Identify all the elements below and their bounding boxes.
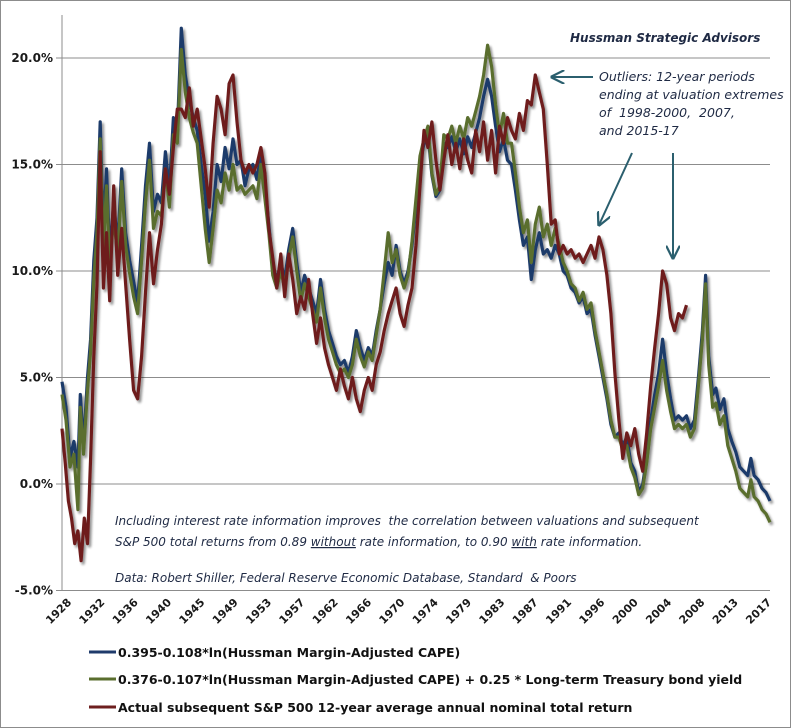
x-tick-label: 1987 <box>510 596 541 627</box>
correlation-annotation: Including interest rate information impr… <box>115 514 700 585</box>
x-tick-label: 1970 <box>377 596 408 627</box>
correlation-line-2: S&P 500 total returns from 0.89 without … <box>115 535 642 549</box>
legend-label-red: Actual subsequent S&P 500 12-year averag… <box>118 700 632 715</box>
x-tick-label: 1966 <box>343 596 374 627</box>
outliers-annotation: Outliers: 12-year periods ending at valu… <box>552 69 784 258</box>
correlation-line-2-a: S&P 500 total returns from 0.89 <box>115 535 311 549</box>
series-group <box>60 26 772 563</box>
legend-label-blue: 0.395-0.108*ln(Hussman Margin-Adjusted C… <box>118 645 460 660</box>
legend-item-red[interactable]: Actual subsequent S&P 500 12-year averag… <box>89 700 632 715</box>
x-tick-label: 1928 <box>43 596 74 627</box>
x-tick-label: 1996 <box>577 596 608 627</box>
x-tick-label: 1932 <box>77 596 108 627</box>
x-tick-label: 1983 <box>477 596 508 627</box>
x-tick-label: 1962 <box>310 596 341 627</box>
correlation-line-1: Including interest rate information impr… <box>115 514 700 528</box>
y-tick-label: 20.0% <box>11 51 53 65</box>
outliers-line-4: and 2015-17 <box>599 123 679 138</box>
legend-label-green: 0.376-0.107*ln(Hussman Margin-Adjusted C… <box>118 672 742 687</box>
x-tick-label: 2017 <box>743 596 774 627</box>
x-tick-label: 1949 <box>210 596 241 627</box>
x-tick-label: 1945 <box>177 596 208 627</box>
gridlines <box>56 57 770 591</box>
x-tick-label: 2008 <box>677 596 708 627</box>
outliers-line-1: Outliers: 12-year periods <box>599 69 755 84</box>
y-tick-label: -5.0% <box>15 584 53 598</box>
y-tick-label: 15.0% <box>11 158 53 172</box>
x-axis-ticks: 1928 1932 1936 1940 1945 1949 1953 1957 1962 1966… <box>43 596 774 627</box>
x-tick-label: 2000 <box>610 596 641 627</box>
arrow-to-1996-peak <box>599 152 633 225</box>
x-tick-label: 1979 <box>443 596 474 627</box>
x-tick-label: 1936 <box>110 596 141 627</box>
correlation-underlined-with: with <box>511 535 536 549</box>
y-tick-label: 5.0% <box>20 371 53 385</box>
x-tick-label: 1953 <box>243 596 274 627</box>
outliers-line-3: of 1998-2000, 2007, <box>599 105 735 120</box>
legend-item-blue[interactable]: 0.395-0.108*ln(Hussman Margin-Adjusted C… <box>89 645 460 660</box>
y-axis-ticks: 20.0% 15.0% 10.0% 5.0% 0.0% -5.0% <box>11 51 53 598</box>
y-tick-label: 10.0% <box>11 264 53 278</box>
correlation-underlined-without: without <box>311 535 357 549</box>
watermark-text: Hussman Strategic Advisors <box>570 31 760 45</box>
x-tick-label: 1991 <box>543 596 574 627</box>
outliers-line-2: ending at valuation extremes <box>599 87 784 102</box>
x-tick-label: 2004 <box>643 596 674 627</box>
series-line-red <box>60 73 689 563</box>
x-tick-label: 1957 <box>277 596 308 627</box>
x-tick-label: 1940 <box>143 596 174 627</box>
y-tick-label: 0.0% <box>20 477 53 491</box>
legend: 0.395-0.108*ln(Hussman Margin-Adjusted C… <box>89 645 742 715</box>
correlation-line-2-b: rate information, to 0.90 <box>356 535 512 549</box>
correlation-line-2-c: rate information. <box>537 535 642 549</box>
x-tick-label: 1974 <box>410 596 441 627</box>
x-tick-label: 2013 <box>710 596 741 627</box>
source-note: Data: Robert Shiller, Federal Reserve Ec… <box>115 571 577 585</box>
legend-item-green[interactable]: 0.376-0.107*ln(Hussman Margin-Adjusted C… <box>89 672 742 687</box>
